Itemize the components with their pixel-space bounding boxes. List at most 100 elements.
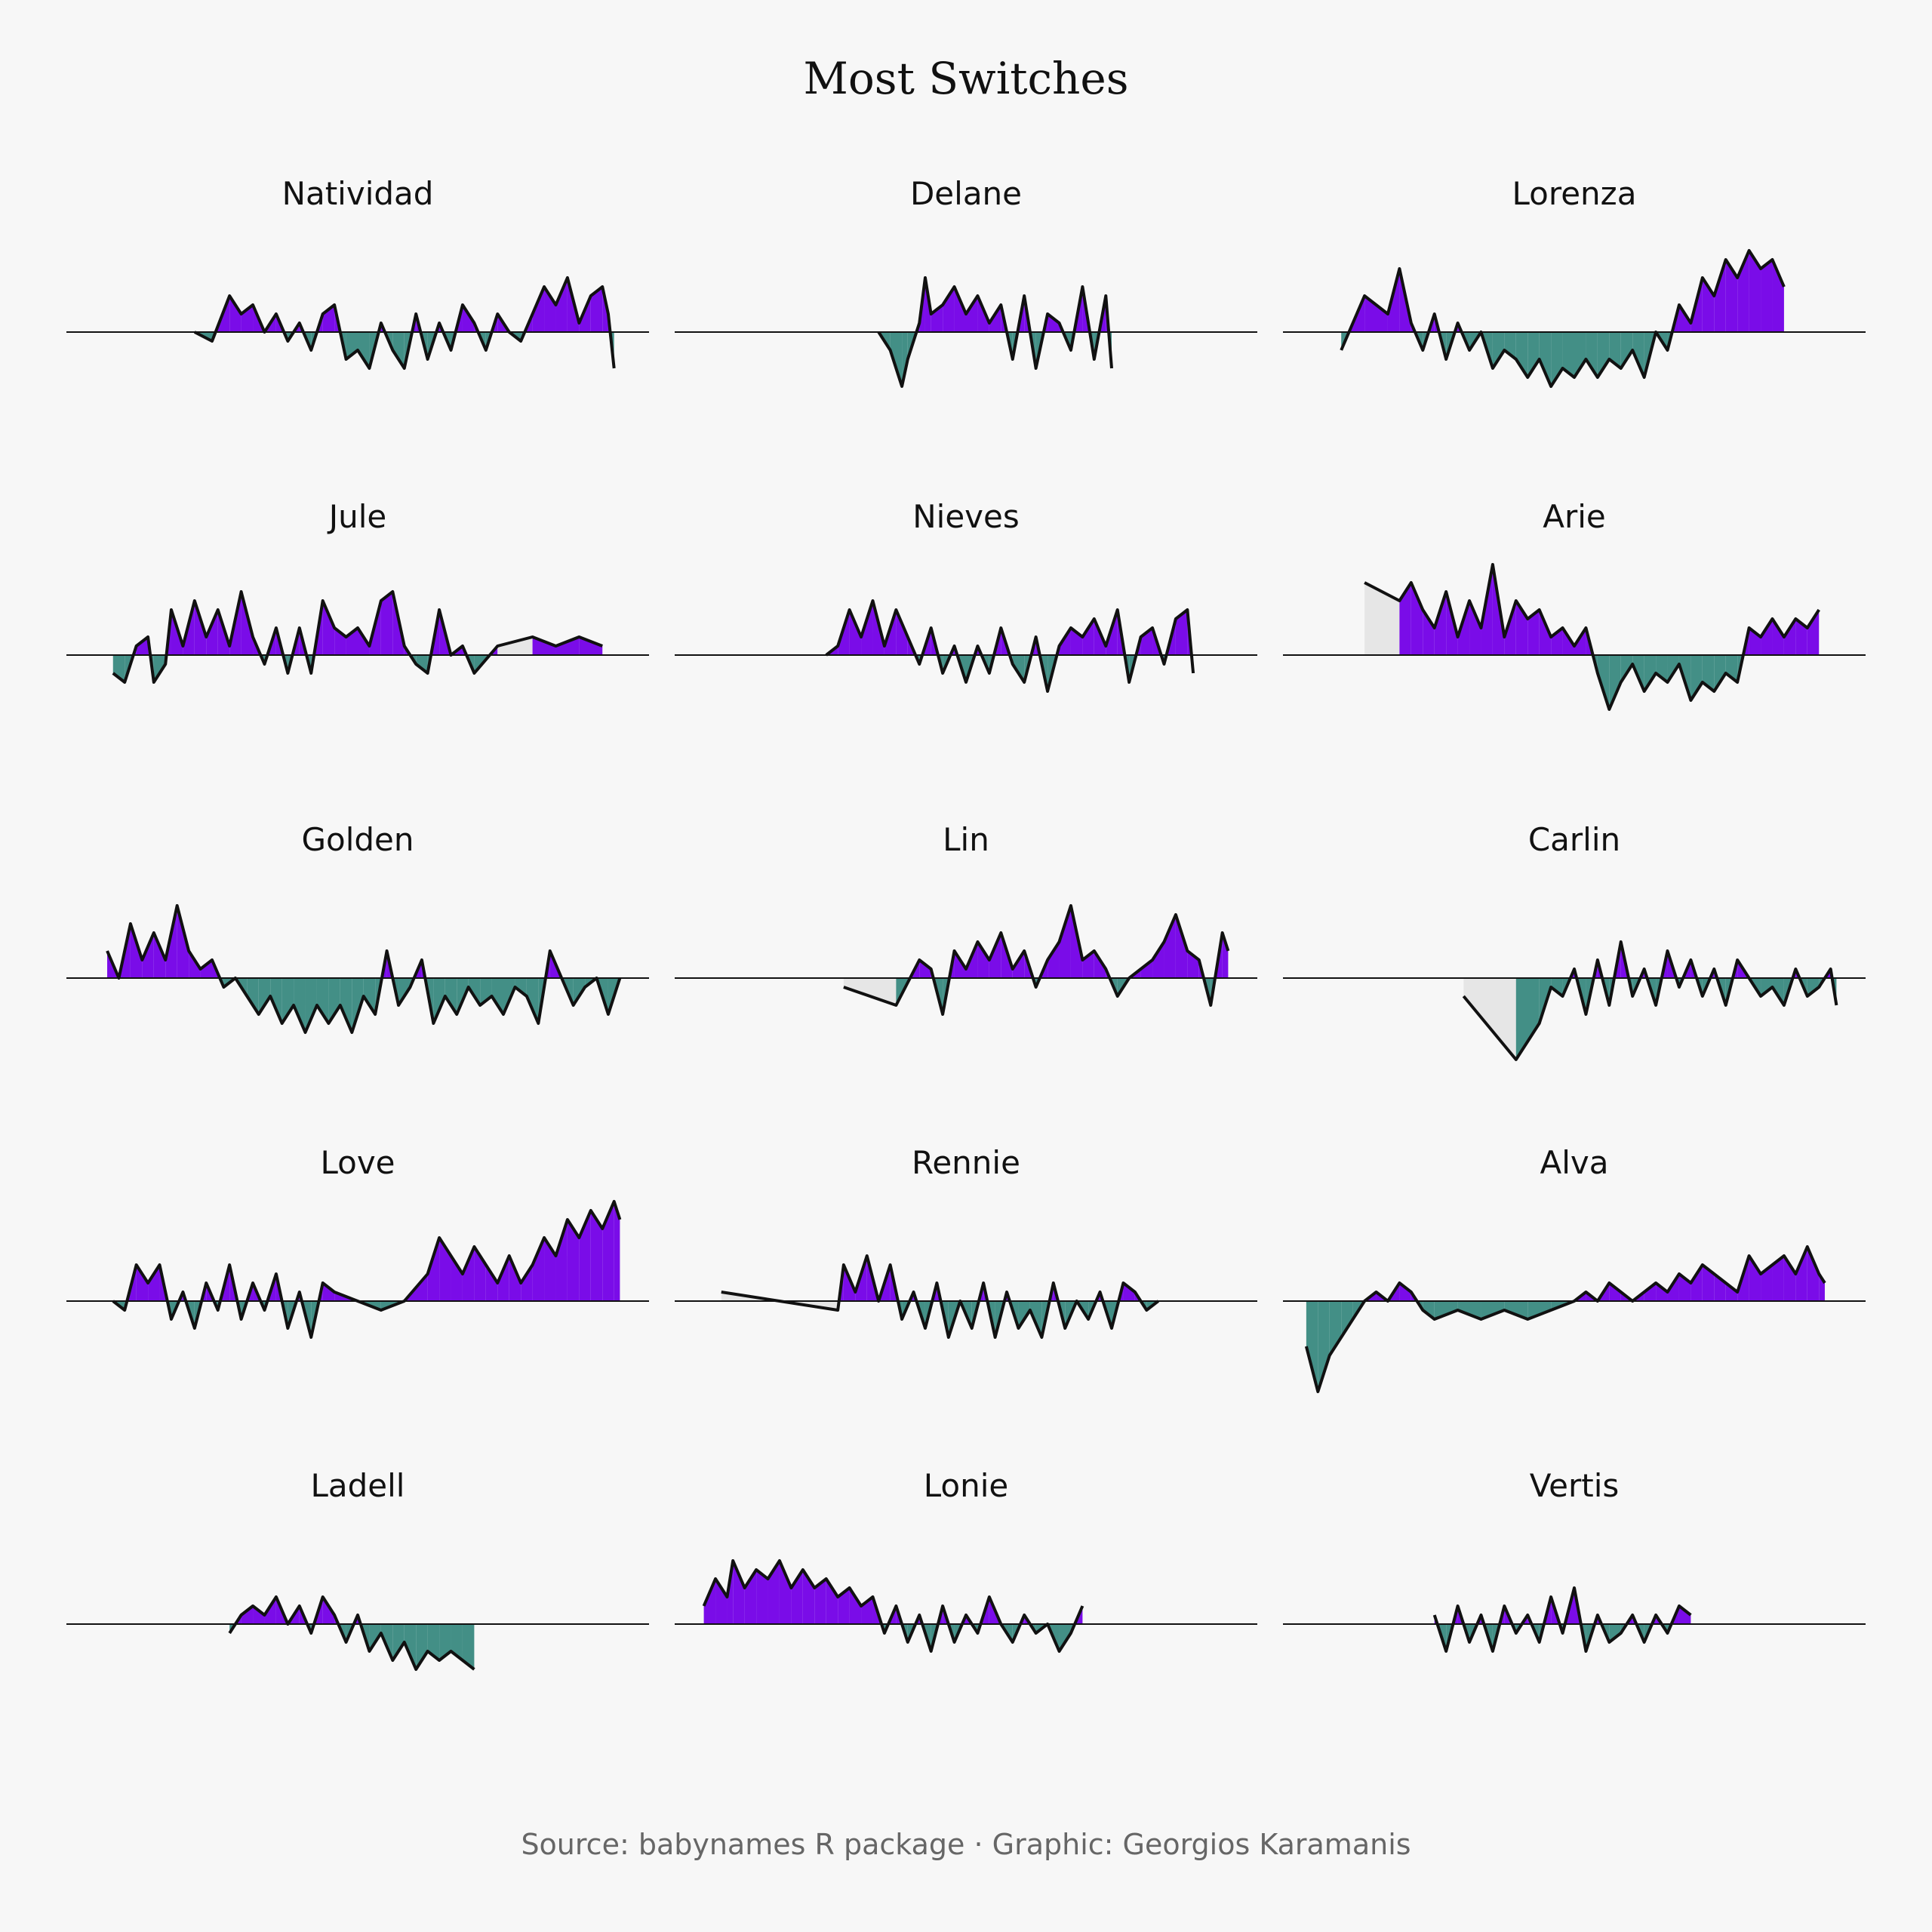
area-segment — [1551, 978, 1563, 996]
area-segment — [107, 951, 119, 978]
area-segment — [1423, 610, 1435, 655]
area-segment — [253, 1606, 265, 1624]
area-segment — [1020, 1615, 1025, 1624]
panel-title: Golden — [301, 821, 414, 858]
area-segment — [1683, 960, 1691, 978]
series-line — [721, 1254, 1159, 1339]
panel-title: Lin — [943, 821, 989, 858]
area-segment — [1644, 655, 1657, 691]
area-segment — [1629, 978, 1633, 996]
sparkline-chart — [66, 590, 649, 684]
area-segment — [1457, 1301, 1481, 1319]
area-segment — [614, 1201, 620, 1301]
area-segment — [1082, 951, 1094, 978]
area-segment — [1070, 628, 1083, 655]
area-segment — [1001, 305, 1008, 332]
area-segment — [1667, 332, 1672, 350]
sparkline-chart — [1283, 940, 1866, 1061]
area-segment — [1580, 1624, 1586, 1651]
area-segment — [212, 332, 216, 341]
sparkline-chart — [675, 599, 1257, 693]
area-segment — [1586, 332, 1598, 377]
area-segment — [247, 1283, 254, 1301]
area-segment — [1364, 296, 1388, 332]
area-segment — [112, 655, 125, 682]
area-segment — [451, 1624, 463, 1660]
area-segment — [989, 1597, 1001, 1624]
area-segment — [445, 978, 457, 1014]
area-segment — [1349, 296, 1365, 332]
area-segment — [1714, 260, 1726, 332]
area-segment — [1146, 1301, 1158, 1310]
area-segment — [1469, 601, 1481, 655]
area-segment — [555, 278, 568, 332]
area-segment — [358, 332, 370, 368]
area-segment — [316, 978, 329, 1023]
area-segment — [1772, 1256, 1784, 1301]
area-segment — [1504, 1301, 1528, 1319]
area-segment — [491, 978, 503, 1014]
area-segment — [838, 1265, 844, 1301]
area-segment — [433, 978, 445, 1023]
series-line — [112, 1200, 622, 1339]
area-segment — [943, 287, 955, 332]
area-segment — [1434, 1301, 1458, 1319]
panel-vertis: Vertis — [1283, 1458, 1866, 1775]
area-segment — [890, 1265, 898, 1301]
panel-title: Lorenza — [1512, 175, 1637, 212]
area-segment — [878, 1265, 891, 1301]
area-segment — [294, 978, 306, 1032]
area-segment — [1725, 1283, 1738, 1301]
area-segment — [346, 332, 358, 359]
area-segment — [849, 1588, 862, 1624]
area-segment — [462, 1624, 475, 1669]
area-segment — [756, 1570, 768, 1624]
area-segment — [1039, 655, 1048, 691]
area-segment — [153, 933, 166, 978]
area-segment — [1667, 951, 1677, 978]
area-segment — [521, 1265, 533, 1301]
area-segment — [590, 1211, 603, 1301]
area-segment — [526, 978, 539, 1023]
area-segment — [915, 1615, 920, 1624]
area-segment — [1772, 619, 1784, 655]
sparkline-chart — [66, 904, 649, 1034]
area-segment — [1515, 1624, 1522, 1633]
area-segment — [431, 610, 440, 655]
series-line — [193, 276, 616, 370]
area-segment — [1515, 978, 1540, 1060]
area-segment — [1539, 332, 1552, 386]
area-segment — [1609, 332, 1621, 368]
area-segment — [1732, 960, 1738, 978]
area-segment — [1714, 655, 1726, 691]
area-segment — [940, 1301, 949, 1337]
series-line — [843, 904, 1230, 1016]
area-segment — [919, 960, 931, 978]
area-segment — [497, 637, 533, 655]
series-line — [1364, 563, 1820, 711]
area-segment — [1570, 969, 1574, 978]
area-segment — [1644, 1283, 1657, 1301]
panel-love: Love — [66, 1135, 649, 1452]
area-segment — [380, 592, 393, 655]
area-segment — [515, 978, 527, 996]
area-segment — [1341, 1301, 1353, 1337]
panel-delane: Delane — [675, 166, 1257, 483]
area-segment — [427, 1238, 440, 1301]
area-segment — [1656, 1283, 1668, 1301]
source-caption: Source: babynames R package · Graphic: G… — [521, 1828, 1411, 1861]
sparkline-chart — [675, 1254, 1257, 1339]
series-line — [825, 599, 1195, 693]
area-segment — [420, 332, 428, 359]
series-line — [228, 1595, 475, 1671]
area-segment — [1175, 915, 1188, 978]
area-segment — [931, 305, 943, 332]
area-segment — [1761, 1265, 1773, 1301]
area-segment — [1318, 1301, 1330, 1392]
area-segment — [136, 637, 149, 655]
area-segment — [1187, 951, 1199, 978]
area-segment — [1761, 619, 1773, 655]
area-segment — [177, 906, 189, 978]
area-segment — [567, 1220, 580, 1301]
area-segment — [1423, 332, 1429, 350]
